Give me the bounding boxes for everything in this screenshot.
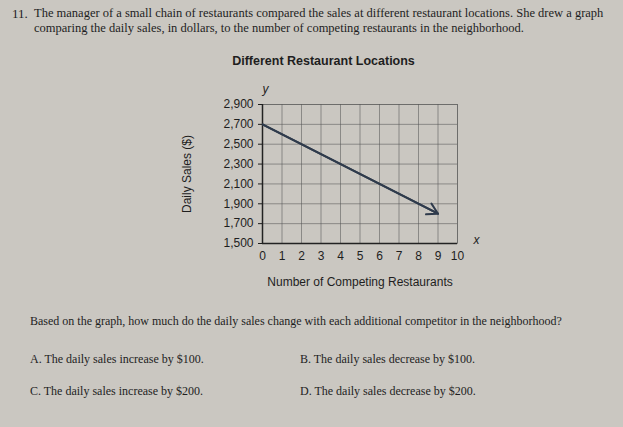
svg-text:10: 10 [451,249,465,263]
html-text:C. The daily sales increase by: C. The daily sales increase by $200. [30,384,204,398]
svg-text:2,500: 2,500 [223,137,253,151]
svg-text:9: 9 [435,249,442,263]
svg-text:5: 5 [357,249,364,263]
svg-text:1,900: 1,900 [223,197,253,211]
svg-text:7: 7 [396,249,403,263]
svg-text:Daily Sales ($): Daily Sales ($) [180,135,194,213]
svg-text:x: x [473,233,481,247]
svg-text:8: 8 [415,249,422,263]
svg-text:2,900: 2,900 [223,97,253,111]
html-text:Based on the graph, how much d: Based on the graph, how much do the dail… [30,314,562,328]
svg-text:4: 4 [337,249,344,263]
html-text:Different Restaurant Locations: Different Restaurant Locations [232,54,415,68]
svg-text:1: 1 [279,249,286,263]
svg-text:Number of Competing Restaurant: Number of Competing Restaurants [267,275,452,289]
html-text:D. The daily sales decrease by: D. The daily sales decrease by $200. [300,384,476,398]
html-text:A. The daily sales increase by: A. The daily sales increase by $100. [30,352,204,366]
svg-text:2: 2 [298,249,305,263]
svg-text:2,100: 2,100 [223,177,253,191]
svg-text:6: 6 [376,249,383,263]
svg-text:1,500: 1,500 [223,236,253,250]
svg-text:1,700: 1,700 [223,216,253,230]
svg-text:2,700: 2,700 [223,117,253,131]
svg-text:0: 0 [259,249,266,263]
svg-text:3: 3 [318,249,325,263]
html-text:B. The daily sales decrease by: B. The daily sales decrease by $100. [300,352,476,366]
svg-text:2,300: 2,300 [223,157,253,171]
svg-text:y: y [262,82,270,96]
html-text:11.: 11. [12,6,28,21]
html-text:The manager of a small chain o: The manager of a small chain of restaura… [34,6,604,35]
